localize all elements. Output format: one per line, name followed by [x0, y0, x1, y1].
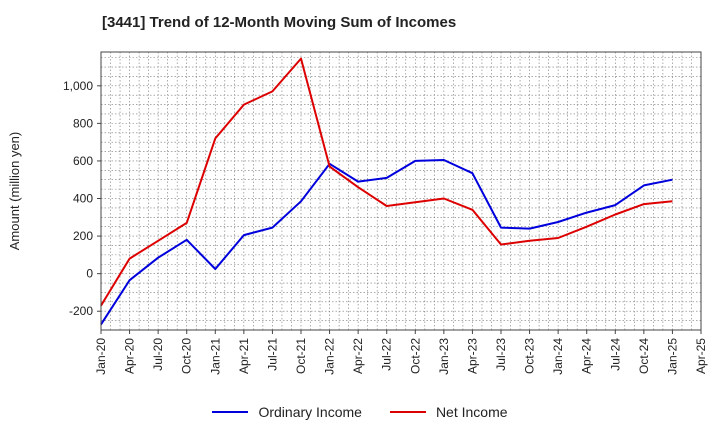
x-tick-label: Oct-22 [408, 338, 422, 374]
legend-swatch-net-income [389, 411, 426, 413]
x-tick-label: Oct-23 [523, 338, 537, 374]
series-line-ordinary-income [100, 159, 673, 325]
x-tick-label: Apr-24 [580, 338, 594, 374]
legend-swatch-ordinary-income [212, 411, 249, 413]
y-tick-label: 600 [73, 154, 93, 168]
x-tick-label: Jan-23 [437, 338, 451, 375]
y-tick-labels: -200 0 200 400 600 800 1,000 [63, 79, 101, 318]
y-axis-label: Amount (million yen) [7, 132, 22, 251]
plot-frame [100, 51, 702, 331]
grid-layer [101, 52, 701, 330]
x-tick-label: Apr-23 [465, 338, 479, 374]
x-tick-label: Jul-20 [151, 338, 165, 371]
x-tick-label: Jan-24 [551, 338, 565, 375]
x-tick-label: Jul-21 [265, 338, 279, 371]
y-tick-label: 1,000 [63, 79, 93, 93]
legend-item-net-income: Net Income [389, 404, 508, 420]
series-layer [100, 57, 673, 325]
x-tick-label: Apr-20 [123, 338, 137, 374]
x-tick-label: Apr-21 [237, 338, 251, 374]
chart-title: [3441] Trend of 12-Month Moving Sum of I… [102, 14, 457, 31]
x-tick-label: Jan-25 [665, 338, 679, 375]
x-tick-label: Jan-20 [94, 338, 108, 375]
legend-item-ordinary-income: Ordinary Income [212, 404, 362, 420]
x-tick-label: Jan-21 [208, 338, 222, 375]
x-tick-label: Oct-21 [294, 338, 308, 374]
y-tick-label: 400 [73, 192, 93, 206]
legend: Ordinary Income Net Income [0, 404, 720, 420]
legend-label-net-income: Net Income [435, 404, 508, 420]
x-tick-labels: Jan-20 Apr-20 Jul-20 Oct-20 Jan-21 Apr-21 Jul-… [94, 330, 708, 375]
y-tick-label: 0 [86, 267, 93, 281]
legend-label-ordinary-income: Ordinary Income [258, 404, 362, 420]
x-tick-label: Jan-22 [323, 338, 337, 375]
x-tick-label: Apr-25 [694, 338, 708, 374]
y-tick-label: -200 [69, 304, 93, 318]
x-tick-label: Jul-24 [608, 338, 622, 371]
y-tick-label: 800 [73, 116, 93, 130]
x-tick-label: Oct-24 [637, 338, 651, 374]
x-tick-label: Jul-22 [380, 338, 394, 371]
x-tick-label: Jul-23 [494, 338, 508, 371]
x-tick-label: Oct-20 [180, 338, 194, 374]
series-line-net-income [100, 57, 673, 307]
x-tick-label: Apr-22 [351, 338, 365, 374]
y-tick-label: 200 [73, 229, 93, 243]
